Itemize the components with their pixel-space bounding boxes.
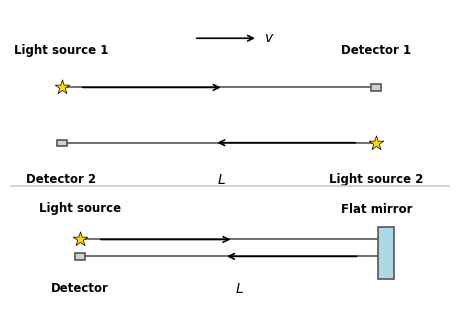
- Text: Light source 2: Light source 2: [329, 173, 423, 186]
- Text: Detector 2: Detector 2: [27, 173, 96, 186]
- Point: [58, 85, 65, 90]
- Bar: [56, 140, 67, 146]
- Bar: [377, 227, 393, 279]
- Text: v: v: [264, 31, 272, 45]
- Text: Detector 1: Detector 1: [341, 44, 411, 57]
- Point: [372, 140, 379, 145]
- Text: Detector: Detector: [51, 282, 108, 295]
- Text: L: L: [235, 282, 243, 296]
- Bar: [75, 253, 84, 260]
- Bar: [370, 84, 381, 91]
- Text: Light source 1: Light source 1: [14, 44, 108, 57]
- Text: Flat mirror: Flat mirror: [340, 203, 411, 216]
- Point: [76, 237, 84, 242]
- Text: L: L: [217, 173, 224, 188]
- Text: Light source: Light source: [39, 202, 121, 215]
